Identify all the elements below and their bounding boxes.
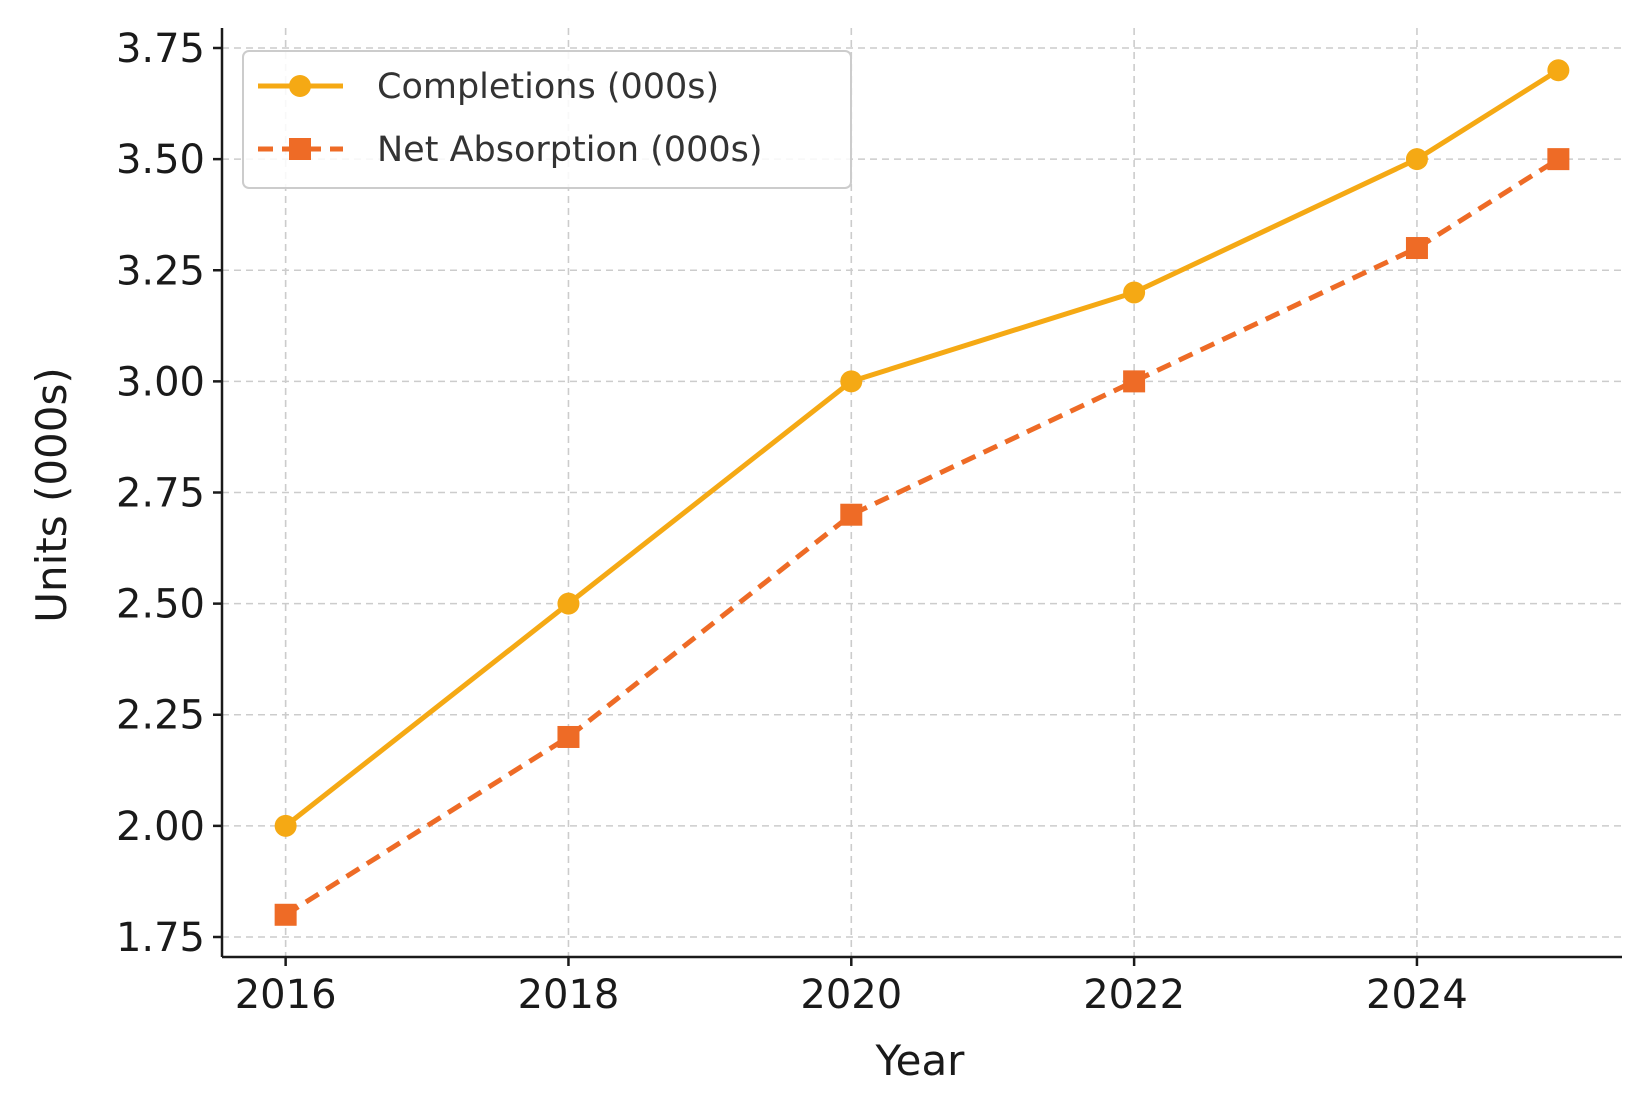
tick-label-layer: 2016 2018 2020 2022 2024 1.75 2.00 2.25 2.50 2.75… <box>116 26 1468 1018</box>
legend: Completions (000s) Net Absorption (000s) <box>242 50 852 189</box>
grid-layer <box>222 28 1622 957</box>
legend-label: Net Absorption (000s) <box>377 130 763 170</box>
x-tick-label: 2024 <box>1366 972 1468 1018</box>
x-tick-label: 2016 <box>235 972 337 1018</box>
y-tick-label: 3.00 <box>116 359 205 405</box>
legend-swatch-marker <box>289 75 311 97</box>
y-tick-label: 3.25 <box>116 248 205 294</box>
data-point-marker <box>1547 148 1570 171</box>
legend-label: Completions (000s) <box>377 67 719 107</box>
y-tick-label: 2.25 <box>116 693 205 739</box>
data-point-marker <box>274 814 297 837</box>
y-tick-label: 3.75 <box>116 26 205 72</box>
x-axis-title: Year <box>875 1036 966 1085</box>
y-tick-label: 2.75 <box>116 471 205 517</box>
data-point-marker <box>557 592 580 615</box>
data-point-marker <box>1547 59 1570 82</box>
data-point-marker <box>274 903 297 926</box>
legend-entry-2: Net Absorption (000s) <box>258 130 763 170</box>
x-tick-label: 2022 <box>1083 972 1185 1018</box>
data-point-marker <box>1123 281 1146 304</box>
axes-layer <box>213 28 1622 966</box>
data-point-marker <box>840 503 863 526</box>
series-1 <box>274 59 1570 837</box>
x-tick-label: 2018 <box>518 972 620 1018</box>
y-tick-label: 2.00 <box>116 804 205 850</box>
y-tick-label: 2.50 <box>116 582 205 628</box>
legend-frame <box>242 50 852 189</box>
data-point-marker <box>840 370 863 393</box>
series-layer <box>274 59 1570 926</box>
series-line <box>284 68 1560 828</box>
data-point-marker <box>557 725 580 748</box>
legend-swatch-marker <box>289 138 311 160</box>
y-tick-label: 3.50 <box>116 137 205 183</box>
series-line <box>284 157 1560 917</box>
y-axis-title: Units (000s) <box>27 367 76 623</box>
data-point-marker <box>1405 148 1428 171</box>
legend-entry-1: Completions (000s) <box>258 67 719 107</box>
series-2 <box>274 148 1570 926</box>
y-tick-label: 1.75 <box>116 915 205 961</box>
data-point-marker <box>1123 370 1146 393</box>
x-tick-label: 2020 <box>800 972 902 1018</box>
data-point-marker <box>1405 237 1428 260</box>
